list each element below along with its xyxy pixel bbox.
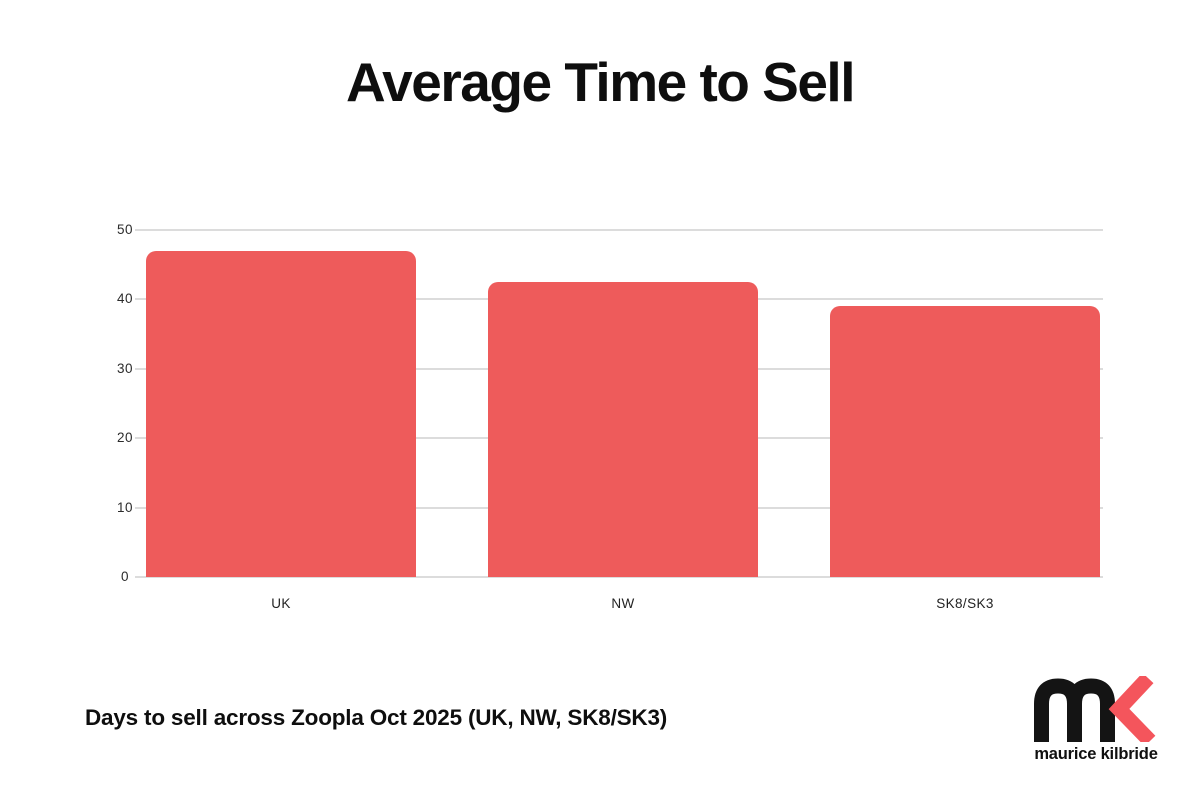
y-tick-label: 20 xyxy=(116,430,134,446)
brand-logo: maurice kilbride xyxy=(1032,676,1160,764)
y-tick-label: 0 xyxy=(120,569,129,584)
x-axis: UK NW SK8/SK3 xyxy=(135,596,1103,618)
brand-name: maurice kilbride xyxy=(1034,745,1158,763)
y-axis: 0 10 20 30 40 50 xyxy=(100,222,150,584)
logo-k-chevron xyxy=(1108,676,1156,742)
bar-sk8-sk3 xyxy=(830,306,1100,577)
y-tick-label: 50 xyxy=(116,222,134,237)
chart-caption: Days to sell across Zoopla Oct 2025 (UK,… xyxy=(85,705,668,730)
gridline xyxy=(135,229,1103,231)
y-tick-label: 10 xyxy=(116,499,134,515)
x-tick-label: SK8/SK3 xyxy=(936,596,994,611)
x-tick-label: UK xyxy=(271,596,291,611)
y-tick-label: 30 xyxy=(116,360,134,376)
y-tick-label: 40 xyxy=(116,291,134,307)
gridline xyxy=(135,576,1103,578)
page-title: Average Time to Sell xyxy=(346,51,856,113)
bar-nw xyxy=(488,282,758,577)
mk-logo-icon xyxy=(1034,676,1156,742)
plot-area xyxy=(135,229,1103,578)
logo-m-glyph xyxy=(1034,678,1115,742)
bar-uk xyxy=(146,250,416,577)
x-tick-label: NW xyxy=(611,596,635,611)
